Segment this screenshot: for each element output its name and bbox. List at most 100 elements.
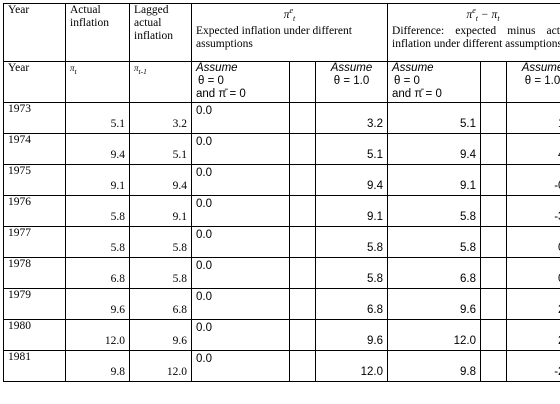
difference-theta-zero-cell-value: 9.4 (460, 149, 477, 161)
difference-theta-one-cell: 0.1 (506, 226, 560, 258)
difference-theta-one-cell-value: 0.1 (511, 242, 560, 255)
expected-theta-one-cell-value: 9.6 (367, 335, 384, 347)
difference-theta-zero-cell: 9.6 (387, 288, 482, 320)
year-cell-value: 1981 (8, 351, 31, 364)
difference-theta-zero-cell-value: 5.8 (460, 242, 477, 254)
expected-theta-zero-cell: 0.0 (191, 350, 290, 382)
difference-theta-one-cell: 4.3 (506, 133, 560, 165)
lagged-inflation-cell: 5.8 (129, 257, 192, 289)
actual-inflation-cell-value: 5.8 (110, 242, 125, 254)
theta-zero-label: θ = 0 (198, 75, 224, 87)
difference-theta-one-cell-value: 1.9 (511, 118, 560, 131)
lagged-inflation-cell: 6.8 (129, 288, 192, 320)
difference-symbol: πet − πt (466, 6, 500, 24)
year-cell-value: 1974 (8, 134, 31, 147)
lagged-inflation-cell-value: 5.8 (172, 273, 187, 285)
actual-inflation-cell-value: 9.8 (110, 366, 125, 378)
expected-theta-zero-cell: 0.0 (191, 288, 290, 320)
year-cell-value: 1977 (8, 227, 31, 240)
difference-theta-zero-cell: 6.8 (387, 257, 482, 289)
year-cell: 1981 (3, 350, 66, 382)
empty-cell (289, 350, 316, 382)
expected-theta-one-cell: 6.8 (314, 288, 389, 320)
expected-theta-one-cell: 12.0 (314, 350, 389, 382)
lagged-inflation-cell: 5.8 (129, 226, 192, 258)
table-row: 1981 9.8 12.0 0.0 12.0 9.8 -2.1 (3, 350, 560, 382)
expected-theta-one-cell: 9.6 (314, 319, 389, 351)
expected-theta-zero-cell-value: 0.0 (196, 136, 212, 148)
expected-inflation-header: πet Expected inflation under different a… (190, 3, 389, 62)
empty-cell (480, 195, 508, 227)
actual-inflation-cell: 5.8 (65, 195, 130, 227)
assume-theta-one-expected: Assume θ = 1.0 (314, 61, 389, 103)
difference-theta-one-cell: 1.9 (506, 102, 560, 134)
actual-inflation-cell-value: 9.4 (110, 149, 125, 161)
difference-theta-zero-cell: 5.1 (387, 102, 482, 134)
empty-cell (480, 133, 508, 165)
lagged-inflation-cell-value: 5.1 (172, 149, 187, 161)
difference-theta-zero-cell: 9.4 (387, 133, 482, 165)
difference-theta-zero-cell-value: 6.8 (460, 273, 477, 285)
difference-theta-zero-cell-value: 9.8 (460, 366, 477, 378)
expected-theta-zero-cell-value: 0.0 (196, 353, 212, 365)
empty-cell (289, 164, 316, 196)
empty-cell (480, 164, 508, 196)
expected-theta-zero-cell-value: 0.0 (196, 291, 212, 303)
difference-theta-zero-cell-value: 9.1 (460, 180, 477, 192)
actual-inflation-cell-value: 6.8 (110, 273, 125, 285)
year-cell: 1978 (3, 257, 66, 289)
expected-theta-one-cell: 5.8 (314, 257, 389, 289)
empty-cell (289, 195, 316, 227)
assume-label: Assume (521, 62, 560, 75)
year-cell: 1974 (3, 133, 66, 165)
expected-theta-one-cell-value: 6.8 (367, 304, 384, 316)
theta-one-label: θ = 1.0 (524, 75, 560, 87)
expected-theta-one-cell: 9.1 (314, 195, 389, 227)
table-row: 1974 9.4 5.1 0.0 5.1 9.4 4.3 (3, 133, 560, 165)
expected-theta-zero-cell-value: 0.0 (196, 167, 212, 179)
table-row: 1977 5.8 5.8 0.0 5.8 5.8 0.1 (3, 226, 560, 258)
expected-theta-one-cell: 5.1 (314, 133, 389, 165)
lagged-inflation-cell: 9.4 (129, 164, 192, 196)
difference-theta-zero-cell: 5.8 (387, 195, 482, 227)
assume-label: Assume (196, 62, 238, 75)
expected-symbol: πet (283, 6, 296, 24)
expected-theta-one-cell-value: 5.8 (367, 273, 384, 285)
empty-cell (289, 61, 316, 103)
expected-theta-zero-cell: 0.0 (191, 226, 290, 258)
difference-theta-one-cell: -3.3 (506, 195, 560, 227)
difference-title: Difference: expected minus actual inflat… (392, 25, 560, 51)
lagged-inflation-cell: 5.1 (129, 133, 192, 165)
difference-theta-one-cell: 2.4 (506, 319, 560, 351)
actual-inflation-cell-value: 5.8 (110, 211, 125, 223)
lagged-inflation-cell: 9.1 (129, 195, 192, 227)
table-row: 1976 5.8 9.1 0.0 9.1 5.8 -3.3 (3, 195, 560, 227)
year-cell-value: 1973 (8, 103, 31, 116)
year-cell: 1980 (3, 319, 66, 351)
empty-cell (289, 133, 316, 165)
assume-label: Assume (330, 62, 373, 75)
empty-cell (480, 226, 508, 258)
lagged-inflation-cell: 3.2 (129, 102, 192, 134)
actual-inflation-cell: 9.4 (65, 133, 130, 165)
inflation-table: Year Actual inflation Lagged actual infl… (3, 3, 560, 382)
pi-t-1-subheader: πt-1 (129, 61, 192, 103)
assume-theta-zero-difference: Assume θ = 0 and π̄ = 0 (387, 61, 482, 103)
lagged-inflation-cell-value: 6.8 (172, 304, 187, 316)
difference-theta-zero-cell-value: 12.0 (453, 335, 477, 347)
expected-theta-zero-cell: 0.0 (191, 133, 290, 165)
difference-theta-one-cell: -2.1 (506, 350, 560, 382)
expected-theta-zero-cell: 0.0 (191, 164, 290, 196)
difference-theta-one-cell: 0.9 (506, 257, 560, 289)
assume-theta-one-difference: Assume θ = 1.0 (506, 61, 560, 103)
expected-theta-zero-cell-value: 0.0 (196, 105, 212, 117)
expected-theta-one-cell-value: 5.8 (367, 242, 384, 254)
year-cell: 1977 (3, 226, 66, 258)
lagged-inflation-cell-value: 5.8 (172, 242, 187, 254)
year-cell: 1975 (3, 164, 66, 196)
header-row: Year Actual inflation Lagged actual infl… (3, 3, 560, 62)
lagged-inflation-cell-value: 9.4 (172, 180, 187, 192)
assume-theta-zero-expected: Assume θ = 0 and π̄ = 0 (191, 61, 290, 103)
expected-theta-one-cell-value: 5.1 (367, 149, 384, 161)
expected-theta-one-cell-value: 9.1 (367, 211, 384, 223)
